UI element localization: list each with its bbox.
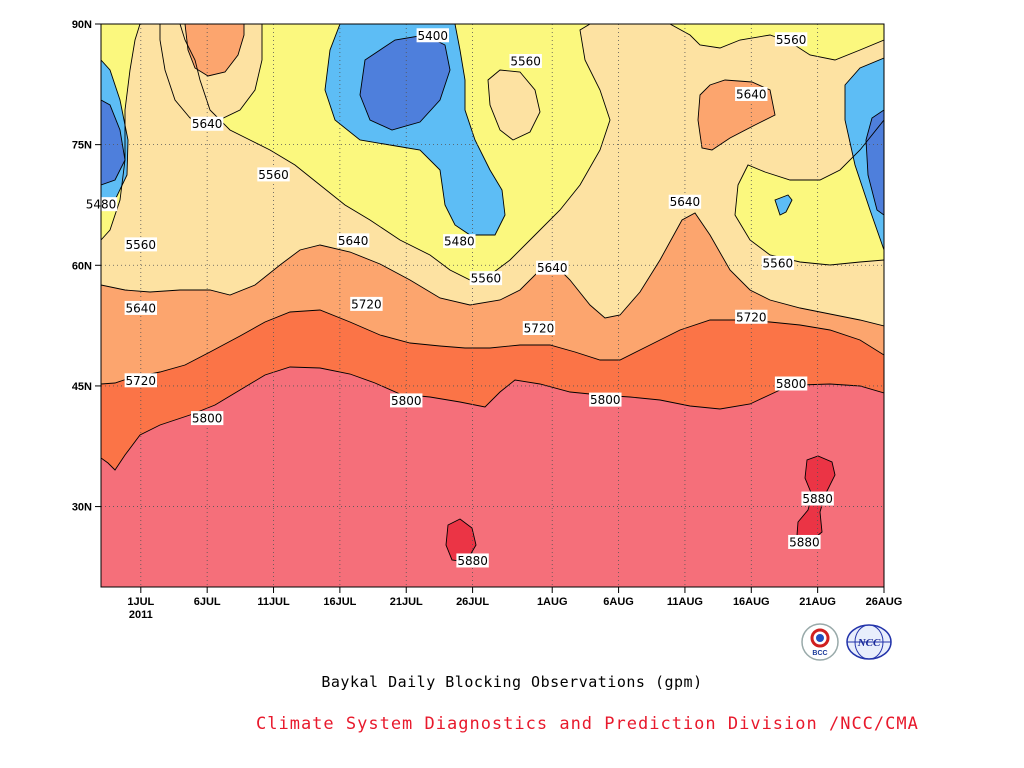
fill-lt5400: [360, 35, 450, 130]
contour-label-bg: [536, 260, 569, 275]
contour-label-bg: [336, 233, 370, 248]
x-tick-label: 26JUL: [456, 596, 489, 608]
contour-label: 5560: [126, 238, 157, 252]
fill-5480-5560: [101, 24, 884, 280]
contour-label-bg: [774, 32, 808, 47]
contour-label: 5800: [590, 393, 621, 407]
contour-label: 5640: [126, 301, 157, 315]
contour-label: 5560: [510, 54, 541, 68]
contour-label-bg: [735, 86, 768, 101]
bcc-logo: BCC: [801, 623, 839, 661]
contour-label: 5880: [802, 492, 833, 506]
x-tick-label: 11JUL: [257, 596, 290, 608]
contour-label: 5560: [471, 272, 502, 286]
x-tick-label: 21JUL: [390, 596, 423, 608]
fill-gt5880-a: [446, 519, 476, 562]
contour-label: 5720: [351, 297, 382, 311]
contour-label: 5400: [418, 29, 449, 43]
contour-label: 5480: [444, 235, 475, 249]
fill-5480-5560-right: [735, 120, 884, 265]
contour-label: 5640: [537, 261, 568, 275]
y-tick-label: 30N: [72, 502, 92, 514]
y-tick-label: 75N: [72, 140, 92, 152]
contour-label-bg: [124, 237, 158, 252]
contour-line-5720-top: [184, 24, 245, 77]
contour-label: 5640: [670, 195, 701, 209]
contour-label: 5640: [192, 117, 223, 131]
contour-label-bg: [509, 53, 542, 68]
contour-label: 5880: [789, 535, 820, 549]
contour-line-5560-bubble: [487, 69, 541, 141]
x-tick-label: 1JUL: [127, 596, 154, 608]
contour-label-bg: [456, 553, 489, 568]
contour-label-bg: [390, 393, 423, 408]
contour-label: 5640: [736, 87, 767, 101]
fill-5560-5640-bubble: [488, 70, 540, 140]
contour-label-bg: [735, 309, 768, 324]
contour-label-bg: [522, 321, 556, 336]
contour-label-bg: [761, 255, 795, 270]
contour-label-bg: [801, 491, 834, 506]
contour-label-bg: [190, 411, 224, 426]
contour-label-bg: [124, 373, 158, 388]
contour-label-bg: [589, 392, 622, 407]
x-tick-label: 21AUG: [799, 596, 836, 608]
contour-label: 5800: [192, 412, 223, 426]
x-tick-sublabel: 2011: [129, 609, 153, 621]
contour-label-bg: [190, 116, 224, 131]
contour-label-bg: [350, 296, 383, 311]
x-tick-label: 16AUG: [733, 596, 770, 608]
fill-lt5400-left: [101, 100, 125, 185]
fill-5640-5720-top: [185, 24, 244, 76]
contour-label-bg: [124, 300, 158, 315]
fill-5400-small: [775, 195, 792, 215]
ncc-logo: NCC: [846, 624, 892, 660]
chart-title: Baykal Daily Blocking Observations (gpm): [321, 673, 703, 691]
fill-5400-right: [845, 58, 884, 250]
contour-label-bg: [416, 28, 449, 43]
contour-line-5480: [101, 24, 884, 251]
y-tick-label: 45N: [72, 381, 92, 393]
contour-label-bg: [469, 271, 503, 286]
x-tick-label: 6AUG: [603, 596, 634, 608]
contour-line-5560: [101, 24, 884, 281]
x-tick-label: 1AUG: [537, 596, 568, 608]
contour-label-bg: [668, 194, 702, 209]
x-tick-label: 26AUG: [866, 596, 903, 608]
contour-label-bg: [788, 534, 821, 549]
contour-line-5640-bubble: [697, 79, 776, 151]
contour-label: 5720: [736, 310, 767, 324]
contour-fills: [101, 24, 884, 587]
contour-label-bg: [774, 376, 808, 391]
contour-line-5800: [101, 366, 884, 471]
contour-label: 5720: [524, 322, 555, 336]
bcc-logo-text: BCC: [812, 650, 827, 657]
contour-label: 5800: [391, 394, 422, 408]
plot-frame: [100, 23, 885, 588]
y-axis: 30N 45N 60N 75N 90N: [72, 19, 101, 514]
contour-labels: 5400 5560 5560 5640 5640 5560 5480 5640 5560 5640…: [84, 28, 834, 568]
contour-label: 5720: [126, 374, 157, 388]
credit-line: Climate System Diagnostics and Predictio…: [256, 714, 919, 734]
x-tick-label: 6JUL: [194, 596, 221, 608]
grid-lines: [101, 24, 884, 587]
contour-label-bg: [257, 167, 290, 182]
y-tick-label: 90N: [72, 19, 92, 31]
y-tick-label: 60N: [72, 260, 92, 272]
contour-label: 5560: [763, 256, 794, 270]
ncc-logo-text: NCC: [857, 637, 881, 649]
contour-label: 5560: [258, 168, 289, 182]
contour-label: 5640: [338, 234, 369, 248]
contour-line-5400: [101, 34, 884, 216]
contour-label: 5800: [776, 377, 807, 391]
x-tick-label: 16JUL: [323, 596, 356, 608]
contour-label-bg: [443, 234, 476, 249]
contour-label: 5880: [457, 554, 488, 568]
x-tick-label: 11AUG: [667, 596, 703, 608]
contour-label: 5560: [776, 33, 807, 47]
